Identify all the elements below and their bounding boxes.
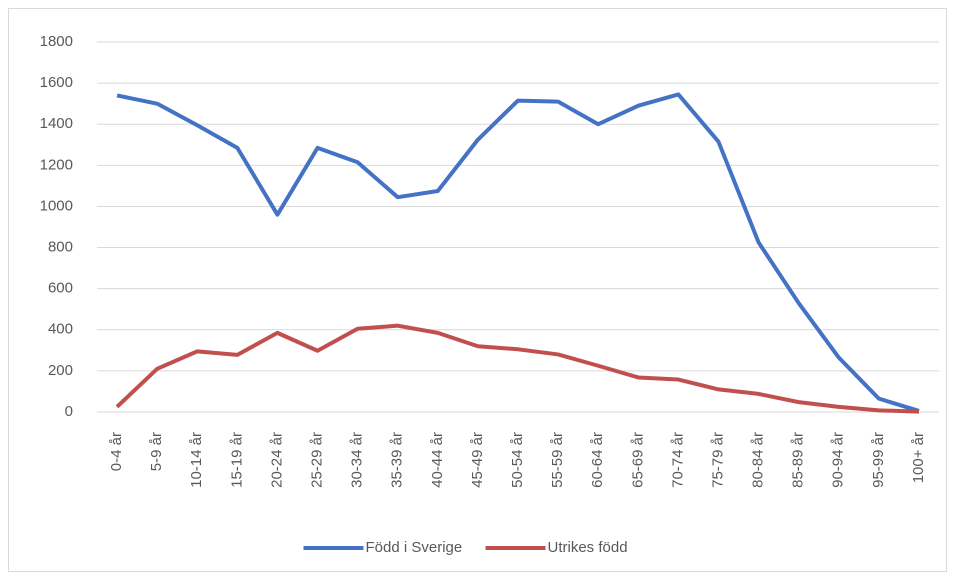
x-tick-label: 40-44 år [429,432,446,488]
y-tick-label: 800 [48,239,73,256]
x-tick-label: 30-34 år [349,432,366,488]
x-tick-label: 10-14 år [188,432,205,488]
y-tick-label: 1200 [40,156,73,173]
x-tick-label: 65-69 år [629,432,646,488]
x-tick-label: 85-89 år [790,432,807,488]
x-tick-label: 15-19 år [228,432,245,488]
y-tick-label: 600 [48,280,73,297]
legend-label: Utrikes född [548,539,628,556]
x-tick-label: 25-29 år [308,432,325,488]
x-tick-label: 55-59 år [549,432,566,488]
data-line [116,92,920,413]
x-tick-label: 45-49 år [469,432,486,488]
x-tick-label: 90-94 år [830,432,847,488]
y-tick-label: 400 [48,321,73,338]
y-tick-label: 1400 [40,115,73,132]
x-tick-label: 0-4 år [108,432,125,471]
x-tick-label: 60-64 år [589,432,606,488]
y-tick-label: 1600 [40,74,73,91]
y-tick-label: 200 [48,362,73,379]
data-line [115,323,920,414]
x-tick-label: 100+ år [910,432,927,483]
y-tick-label: 1000 [40,197,73,214]
x-tick-label: 50-54 år [509,432,526,488]
x-tick-label: 20-24 år [268,432,285,488]
y-tick-label: 1800 [40,33,73,50]
x-tick-label: 80-84 år [750,432,767,488]
y-tick-label: 0 [65,403,73,420]
x-tick-label: 75-79 år [709,432,726,488]
x-tick-label: 70-74 år [669,432,686,488]
x-tick-label: 35-39 år [389,432,406,488]
legend-label: Född i Sverige [366,539,463,556]
x-tick-label: 5-9 år [148,432,165,471]
x-tick-label: 95-99 år [870,432,887,488]
